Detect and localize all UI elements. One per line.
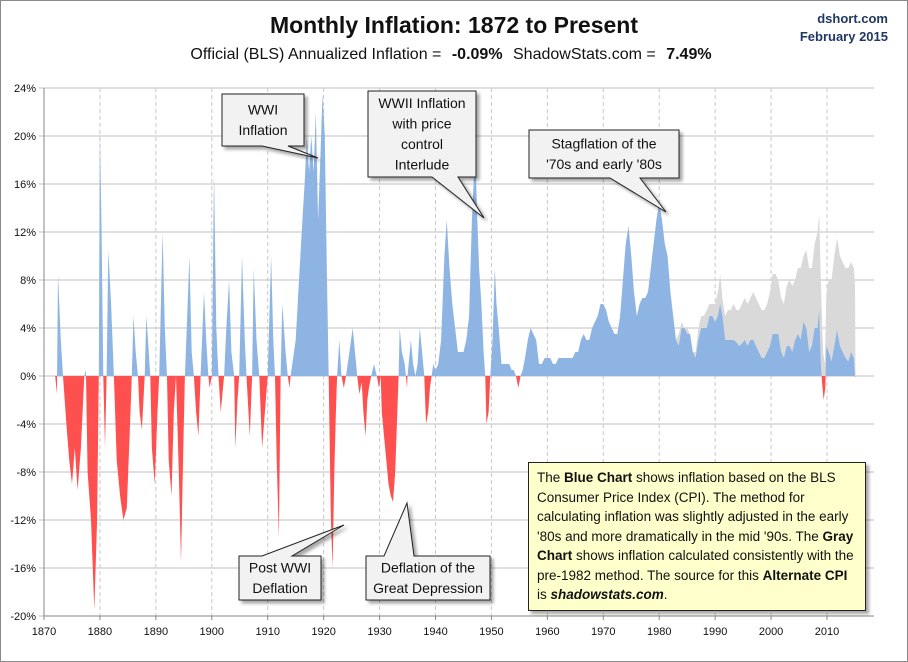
x-tick-label: 2000 xyxy=(759,626,783,638)
x-tick-label: 1960 xyxy=(535,626,559,638)
callout-wwi-inflation xyxy=(221,93,319,159)
official-value: -0.09% xyxy=(451,46,503,63)
callout-text: Deflation of the xyxy=(381,560,475,576)
brand-block: dshort.com February 2015 xyxy=(800,10,888,46)
callout-text: control xyxy=(401,136,443,152)
y-tick-label: -4% xyxy=(16,419,36,431)
shadowstats-value: 7.49% xyxy=(666,46,712,63)
publish-date: February 2015 xyxy=(799,29,888,44)
callout-text: WWII Inflation xyxy=(378,95,465,111)
note-text: The xyxy=(537,470,565,485)
y-tick-label: 0% xyxy=(20,371,36,383)
note-text: shows inflation based on the BLS Consume… xyxy=(537,470,849,544)
series-area-official-positive xyxy=(55,94,856,376)
callout-text: '70s and early '80s xyxy=(546,156,662,172)
callout-balloon xyxy=(221,93,319,159)
x-tick-label: 1940 xyxy=(423,626,447,638)
callout-text: Deflation xyxy=(252,580,307,596)
callout-wwii-inflation xyxy=(367,90,485,219)
note-text: shows inflation calculated consistently … xyxy=(537,548,854,583)
callout-balloon xyxy=(528,129,680,213)
chart-title: Monthly Inflation: 1872 to Present xyxy=(269,12,639,38)
x-tick-label: 1920 xyxy=(311,626,335,638)
x-tick-label: 2010 xyxy=(815,626,839,638)
x-tick-label: 1880 xyxy=(88,626,112,638)
callout-great-depression xyxy=(365,501,491,601)
official-label: Official (BLS) Annualized Inflation = xyxy=(190,46,442,63)
x-tick-label: 1950 xyxy=(479,626,503,638)
y-tick-label: 24% xyxy=(14,83,36,95)
y-tick-label: 4% xyxy=(20,323,36,335)
y-tick-label: 8% xyxy=(20,275,36,287)
y-tick-label: -16% xyxy=(10,563,36,575)
x-tick-label: 1980 xyxy=(647,626,671,638)
callout-balloon xyxy=(365,501,491,601)
explanation-note: The Blue Chart shows inflation based on … xyxy=(528,462,866,611)
note-blue-chart: Blue Chart xyxy=(564,470,633,485)
callout-text: Post WWI xyxy=(249,560,311,576)
x-tick-label: 1910 xyxy=(255,626,279,638)
note-alternate-cpi: Alternate CPI xyxy=(762,567,848,583)
callout-text: Stagflation of the xyxy=(551,136,656,152)
shadowstats-label: ShadowStats.com = xyxy=(513,46,656,63)
callout-text: Interlude xyxy=(395,157,450,173)
note-text: . xyxy=(663,587,668,602)
y-tick-label: 12% xyxy=(14,227,36,239)
x-tick-label: 1870 xyxy=(32,626,56,638)
brand-name: dshort.com xyxy=(817,11,888,26)
y-tick-label: 16% xyxy=(14,179,36,191)
y-tick-label: -12% xyxy=(10,515,36,527)
callout-text: WWI xyxy=(248,102,278,118)
x-tick-label: 1900 xyxy=(200,626,224,638)
chart-subtitle: Official (BLS) Annualized Inflation = -0… xyxy=(0,46,908,64)
callout-balloon xyxy=(238,524,345,601)
callout-text: Inflation xyxy=(238,122,287,138)
callout-text: Great Depression xyxy=(373,580,483,596)
callouts-layer: WWI Inflation WWII Inflation with price cont… xyxy=(221,90,680,601)
y-tick-label: 20% xyxy=(14,131,36,143)
callout-balloon xyxy=(367,90,485,219)
callout-text: with price xyxy=(391,116,451,132)
series-layer xyxy=(55,94,856,610)
axes: 24% 20% 16% 12% 8% 4% 0% -4% -8% -12% -16% -20% 1870… xyxy=(10,83,874,638)
x-tick-label: 1990 xyxy=(703,626,727,638)
x-tick-label: 1890 xyxy=(144,626,168,638)
x-tick-label: 1970 xyxy=(591,626,615,638)
y-tick-label: -8% xyxy=(16,467,36,479)
note-text: is xyxy=(537,587,551,602)
y-tick-label: -20% xyxy=(10,611,36,623)
note-source-link: shadowstats.com xyxy=(550,587,664,602)
x-tick-label: 1930 xyxy=(367,626,391,638)
note-gray-chart: Gray Chart xyxy=(537,528,854,564)
callout-post-wwi-deflation xyxy=(238,524,345,601)
callout-stagflation xyxy=(528,129,680,213)
